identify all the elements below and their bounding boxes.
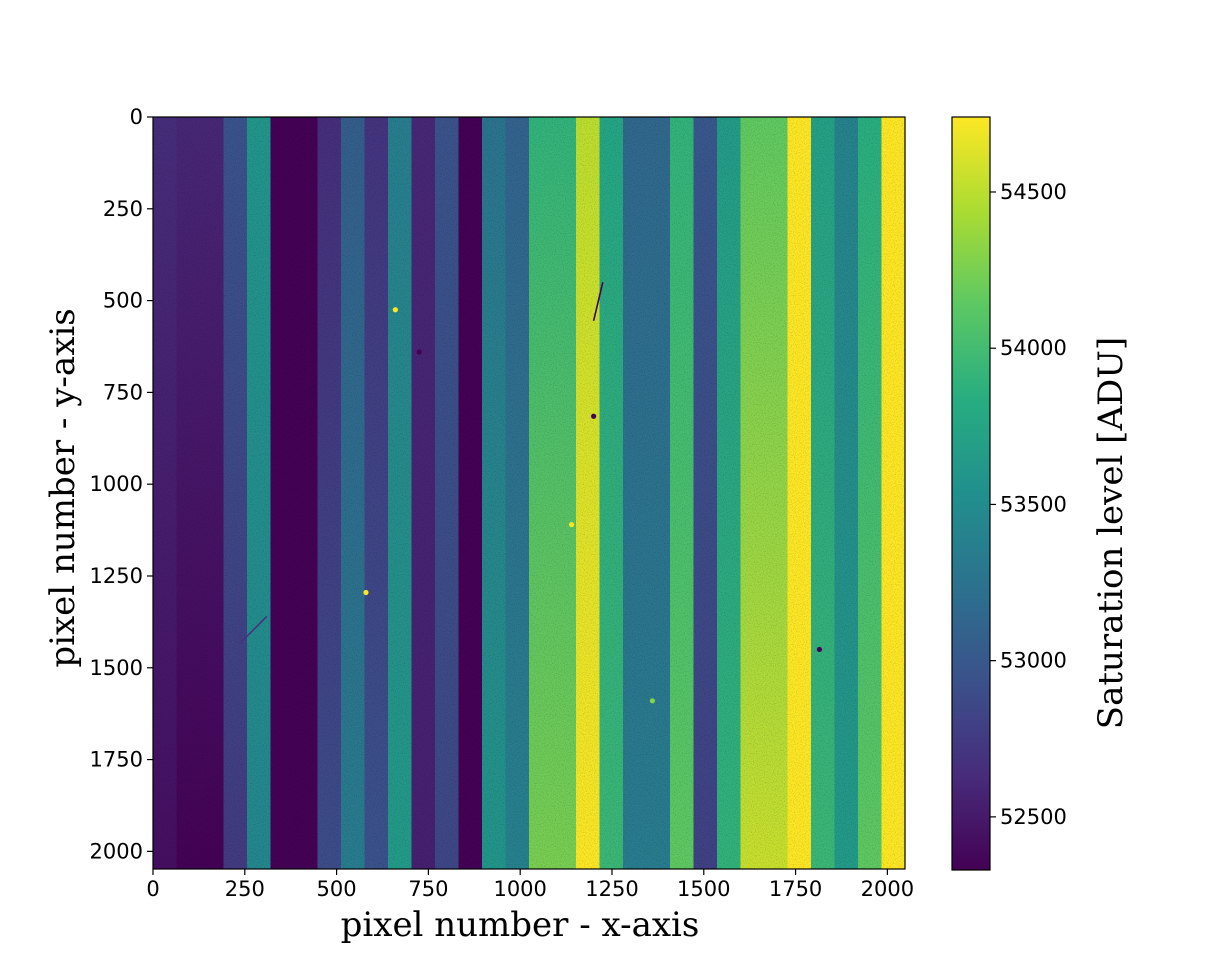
y-axis-ticks: 0 250 500 750 1000 1250 1500 1750 2000 bbox=[90, 105, 153, 863]
x-tick-label: 0 bbox=[146, 877, 159, 901]
heatmap-spot bbox=[649, 698, 655, 704]
sensor-noise-texture bbox=[153, 117, 905, 869]
colorbar: 52500 53000 53500 54000 54500 Saturation lev… bbox=[951, 116, 1131, 871]
y-tick-label: 1750 bbox=[90, 748, 143, 772]
x-tick-label: 1500 bbox=[677, 877, 730, 901]
y-tick-label: 2000 bbox=[90, 839, 143, 863]
heatmap-streak bbox=[592, 282, 604, 321]
y-tick-label: 0 bbox=[130, 105, 143, 129]
y-tick-label: 1000 bbox=[90, 472, 143, 496]
colorbar-ticks: 52500 53000 53500 54000 54500 bbox=[990, 180, 1067, 829]
colorbar-tick-label: 54500 bbox=[1000, 180, 1067, 204]
heatmap-spot bbox=[363, 589, 369, 596]
x-tick-label: 750 bbox=[408, 877, 448, 901]
x-tick-label: 1250 bbox=[585, 877, 638, 901]
y-tick-label: 500 bbox=[103, 289, 143, 313]
x-tick-label: 2000 bbox=[861, 877, 914, 901]
x-tick-label: 500 bbox=[317, 877, 357, 901]
colorbar-label: Saturation level [ADU] bbox=[1091, 337, 1131, 729]
heatmap-spot bbox=[392, 307, 398, 313]
x-tick-label: 1750 bbox=[769, 877, 822, 901]
colorbar-tick-label: 53500 bbox=[1000, 492, 1067, 516]
colorbar-tick-label: 52500 bbox=[1000, 805, 1067, 829]
y-tick-label: 750 bbox=[103, 380, 143, 404]
colorbar-tick-label: 53000 bbox=[1000, 649, 1067, 673]
x-tick-label: 1000 bbox=[493, 877, 546, 901]
heatmap-plot-area bbox=[152, 116, 906, 870]
y-tick-label: 250 bbox=[103, 197, 143, 221]
x-axis-ticks: 0 250 500 750 1000 1250 1500 1750 2000 bbox=[146, 869, 914, 901]
x-axis-label: pixel number - x-axis bbox=[341, 905, 700, 945]
heatmap-spot bbox=[816, 646, 823, 653]
colorbar-tick-label: 54000 bbox=[1000, 336, 1067, 360]
heatmap-streak bbox=[238, 615, 268, 645]
y-tick-label: 1500 bbox=[90, 656, 143, 680]
heatmap-spot bbox=[416, 349, 422, 355]
heatmap-spot bbox=[568, 521, 575, 528]
heatmap-spot bbox=[591, 413, 597, 419]
y-axis-label: pixel number - y-axis bbox=[43, 308, 83, 667]
plot-frame bbox=[152, 116, 906, 870]
colorbar-gradient bbox=[951, 116, 991, 871]
x-tick-label: 250 bbox=[225, 877, 265, 901]
y-tick-label: 1250 bbox=[90, 564, 143, 588]
heatmap-features bbox=[238, 282, 823, 704]
